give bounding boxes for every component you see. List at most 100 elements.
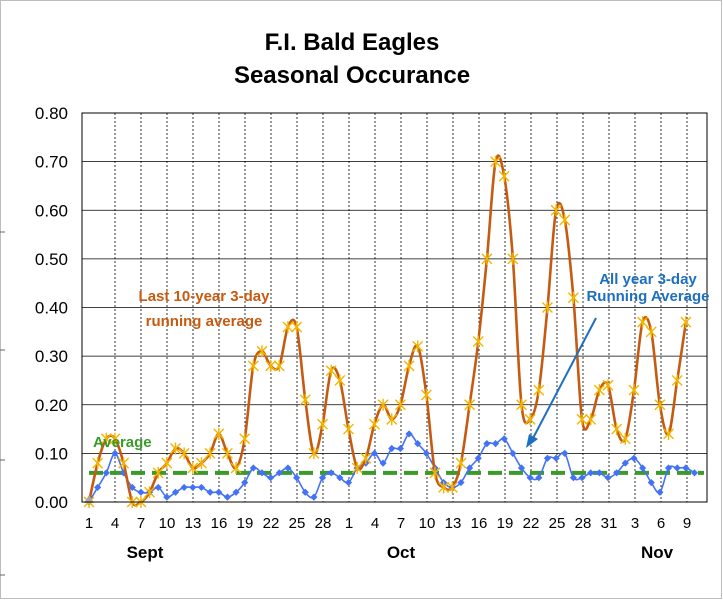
ten-year-point xyxy=(343,423,354,436)
x-tick-label: 16 xyxy=(211,515,228,532)
all-year-point xyxy=(301,488,309,496)
all-year-point xyxy=(94,483,102,492)
ten-year-point xyxy=(438,481,450,494)
ten-year-point xyxy=(170,442,181,455)
all-year-point xyxy=(215,488,223,496)
ten-year-point xyxy=(230,461,242,474)
ten-year-point xyxy=(256,345,268,358)
x-tick-label: 4 xyxy=(371,515,379,532)
ten-year-point xyxy=(663,427,675,440)
ten-year-point xyxy=(386,413,398,426)
ten-year-point xyxy=(351,461,363,474)
y-tick-label: 0.00 xyxy=(35,493,68,512)
y-tick-label: 0.20 xyxy=(35,396,68,415)
ten-year-point xyxy=(221,447,233,460)
ten-year-point xyxy=(100,432,112,445)
all-year-point xyxy=(414,440,422,448)
all-year-point xyxy=(405,430,413,438)
all-year-point xyxy=(258,469,266,477)
ten-year-point xyxy=(576,413,588,426)
ten-year-point xyxy=(360,452,372,465)
all-year-point xyxy=(379,459,387,467)
all-year-point xyxy=(327,469,335,477)
annotation-arrow-head xyxy=(526,434,538,448)
ten-year-point xyxy=(161,457,173,470)
ten-year-point xyxy=(619,432,631,445)
ten-year-point xyxy=(429,466,441,479)
x-tick-label: 25 xyxy=(549,515,566,532)
ten-year-point xyxy=(109,432,121,445)
all-year-point xyxy=(526,474,534,482)
all-year-point xyxy=(673,464,681,472)
x-tick-label: 25 xyxy=(289,515,306,532)
all-year-point xyxy=(457,478,465,487)
ten-year-point xyxy=(585,413,597,426)
ten-year-point xyxy=(144,486,156,499)
all-year-point xyxy=(517,464,526,472)
y-tick-label: 0.50 xyxy=(35,250,68,269)
all-year-point xyxy=(275,469,283,477)
ten-year-point xyxy=(567,291,579,304)
ten-year-point xyxy=(403,359,415,372)
ten-year-point xyxy=(213,427,225,440)
x-tick-label: 16 xyxy=(471,515,488,532)
ten-year-point xyxy=(368,418,380,431)
ten-year-point xyxy=(420,389,432,402)
all-year-point xyxy=(206,488,214,496)
annotation-arrow-shaft xyxy=(530,317,597,443)
all-year-point xyxy=(241,478,249,487)
plot-border xyxy=(81,112,708,503)
all-year-point xyxy=(509,449,517,457)
all-year-point xyxy=(171,488,180,496)
all-year-point xyxy=(621,459,629,467)
x-tick-label: 10 xyxy=(159,515,176,532)
x-tick-label: 1 xyxy=(345,515,353,532)
all-year-point xyxy=(396,444,404,453)
all-year-point xyxy=(336,474,344,482)
all-year-point xyxy=(249,464,257,472)
ten-year-point xyxy=(516,398,527,411)
ten-year-point xyxy=(464,398,476,411)
all-year-point xyxy=(569,474,577,482)
all-year-point xyxy=(344,478,353,487)
x-tick-label: 3 xyxy=(631,515,639,532)
all-year-point xyxy=(690,469,699,477)
all-year-point xyxy=(630,454,638,462)
ten-year-point xyxy=(195,457,207,470)
all-year-point xyxy=(613,469,621,477)
all-year-point xyxy=(163,493,171,501)
all-year-point xyxy=(102,469,110,477)
all-year-point xyxy=(284,464,292,472)
x-tick-label: 10 xyxy=(419,515,436,532)
x-tick-label: 6 xyxy=(657,515,665,532)
ten-year-point xyxy=(671,374,683,387)
axes xyxy=(0,112,708,576)
all-year-point xyxy=(388,444,396,453)
all-year-point xyxy=(318,474,327,482)
ten-year-point xyxy=(481,252,493,265)
ten-year-point xyxy=(602,379,614,392)
y-tick-label: 0.30 xyxy=(35,347,68,366)
x-tick-label: 19 xyxy=(497,515,514,532)
ten-year-point xyxy=(472,335,484,348)
ten-year-point xyxy=(282,320,294,333)
x-tick-label: 22 xyxy=(523,515,540,532)
ten-year-point xyxy=(325,364,337,377)
ten-year-point xyxy=(291,320,303,333)
ten-year-point xyxy=(524,413,536,426)
all-year-point xyxy=(267,474,275,482)
y-tick-label: 0.40 xyxy=(35,299,68,318)
all-year-point xyxy=(639,464,647,472)
ten-year-point xyxy=(446,481,458,494)
ten-year-point xyxy=(152,466,164,479)
ten-year-point xyxy=(299,393,311,406)
series-layer xyxy=(83,154,704,508)
ten-year-point xyxy=(334,374,346,387)
all-year-point xyxy=(128,483,136,492)
ten-year-point xyxy=(559,213,571,226)
ten-year-point xyxy=(645,325,657,338)
all-year-point xyxy=(293,474,301,482)
